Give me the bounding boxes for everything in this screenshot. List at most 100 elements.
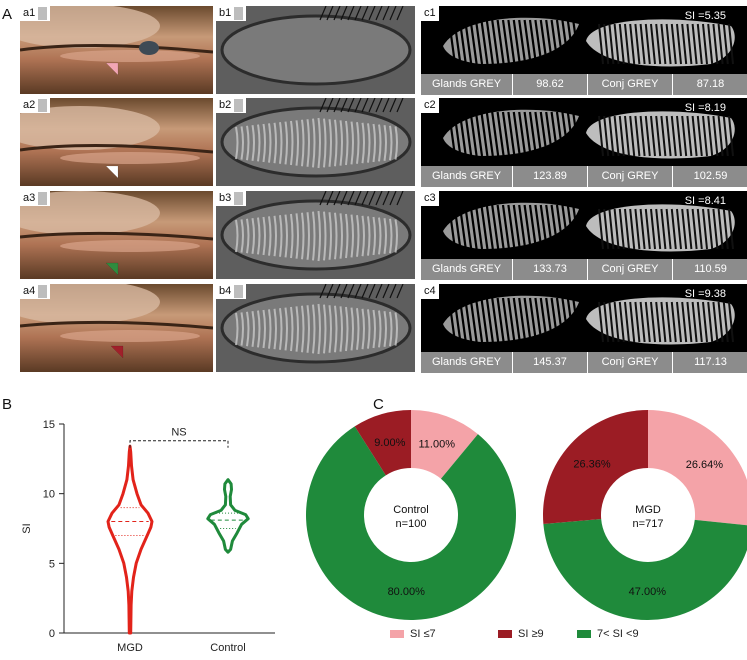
x-category-label: Control <box>210 642 245 654</box>
panel-label: c1 <box>421 6 439 21</box>
panel-label-text: c3 <box>424 192 436 204</box>
segmentation-panel-1: SI =5.35 c1 Glands GREY 98.62 Conj GREY 87.18 <box>421 6 747 95</box>
donut-slice <box>306 426 516 620</box>
panel-label-text: c2 <box>424 99 436 111</box>
photo-label-text: b2 <box>219 99 232 111</box>
donut-legend: SI ≤7 SI ≥9 7< SI <9 <box>385 628 747 644</box>
photo-label-text: a1 <box>23 7 36 19</box>
conj-label: Conj GREY <box>588 74 673 95</box>
label-bar <box>38 285 48 298</box>
legend-label: SI ≥9 <box>518 628 544 640</box>
y-axis-label: SI <box>21 523 33 533</box>
glands-value: 145.37 <box>513 352 588 373</box>
panel-letter-a: A <box>2 6 13 23</box>
significance-bracket <box>129 440 229 448</box>
slice-percent-label: 9.00% <box>374 437 405 449</box>
eyelid-photo-3: a3 <box>20 191 213 279</box>
segmentation-panel-4: SI =9.38 c4 Glands GREY 145.37 Conj GREY 117.… <box>421 284 747 373</box>
si-value: SI =8.19 <box>684 102 726 114</box>
conj-value: 117.13 <box>673 352 747 373</box>
glands-value: 133.73 <box>513 259 588 280</box>
si-value: SI =8.41 <box>684 195 726 207</box>
si-value: SI =5.35 <box>684 10 726 22</box>
label-bar <box>234 99 244 112</box>
label-bar <box>38 192 48 205</box>
photo-label-text: a4 <box>23 285 36 297</box>
y-tick-label: 15 <box>43 419 55 431</box>
legend-item: 7< SI <9 <box>577 628 639 640</box>
grey-table: Glands GREY 145.37 Conj GREY 117.13 <box>421 352 747 373</box>
violin-chart: 0 5 10 15 SI MGD Control NS <box>21 419 275 654</box>
photo-label: b2 <box>216 98 247 113</box>
photo-label-text: a3 <box>23 192 36 204</box>
photo-label-text: b3 <box>219 192 232 204</box>
panel-label-text: c1 <box>424 7 436 19</box>
grey-table: Glands GREY 123.89 Conj GREY 102.59 <box>421 166 747 187</box>
photo-label: a4 <box>20 284 51 299</box>
meibography-photo-4: b4 <box>216 284 415 372</box>
label-bar <box>234 7 244 20</box>
panel-label-text: c4 <box>424 285 436 297</box>
legend-swatch <box>498 630 512 638</box>
photo-label-text: b4 <box>219 285 232 297</box>
conj-value: 110.59 <box>673 259 747 280</box>
panel-letter-c: C <box>373 396 384 413</box>
segmentation-panel-3: SI =8.41 c3 Glands GREY 133.73 Conj GREY 110.… <box>421 191 747 280</box>
eyelid-photo-4: a4 <box>20 284 213 372</box>
donut-subtitle: n=717 <box>633 518 664 530</box>
glands-label: Glands GREY <box>421 166 513 187</box>
meibography-photo-1: b1 <box>216 6 415 94</box>
donut-title: MGD <box>635 504 661 516</box>
donut-slice <box>411 410 478 479</box>
glands-value: 98.62 <box>513 74 588 95</box>
legend-item: SI ≥9 <box>498 628 544 640</box>
grey-table: Glands GREY 133.73 Conj GREY 110.59 <box>421 259 747 280</box>
x-category-label: MGD <box>117 642 143 654</box>
conj-label: Conj GREY <box>588 352 673 373</box>
conj-value: 87.18 <box>673 74 747 95</box>
conj-label: Conj GREY <box>588 166 673 187</box>
eyelid-photo-1: a1 <box>20 6 213 94</box>
glands-label: Glands GREY <box>421 74 513 95</box>
donut-slice <box>354 410 411 476</box>
legend-label: 7< SI <9 <box>597 628 639 640</box>
legend-swatch <box>577 630 591 638</box>
label-bar <box>234 192 244 205</box>
slice-percent-label: 80.00% <box>388 586 426 598</box>
violin-mgd <box>106 444 154 635</box>
photo-label: b3 <box>216 191 247 206</box>
panel-label: c3 <box>421 191 439 206</box>
panel-label: c2 <box>421 98 439 113</box>
glands-value: 123.89 <box>513 166 588 187</box>
label-bar <box>38 99 48 112</box>
photo-label: b1 <box>216 6 247 21</box>
donut-slice <box>648 410 747 526</box>
slice-percent-label: 11.00% <box>418 438 455 450</box>
grey-table: Glands GREY 98.62 Conj GREY 87.18 <box>421 74 747 95</box>
meibography-photo-3: b3 <box>216 191 415 279</box>
photo-label: a3 <box>20 191 51 206</box>
significance-label: NS <box>171 427 186 439</box>
photo-label-text: a2 <box>23 99 36 111</box>
donut-slice <box>543 519 747 620</box>
photo-label: b4 <box>216 284 247 299</box>
photo-label-text: b1 <box>219 7 232 19</box>
legend-swatch <box>390 630 404 638</box>
glands-label: Glands GREY <box>421 259 513 280</box>
meibography-photo-2: b2 <box>216 98 415 186</box>
y-tick-label: 10 <box>43 489 55 501</box>
segmentation-panel-2: SI =8.19 c2 Glands GREY 123.89 Conj GREY 102.… <box>421 98 747 187</box>
donut-charts: 11.00% 80.00% 9.00% Control n=100 26.64% 47.00… <box>306 410 747 620</box>
glands-label: Glands GREY <box>421 352 513 373</box>
panel-letter-b: B <box>2 396 13 413</box>
donut-subtitle: n=100 <box>396 518 427 530</box>
photo-label: a1 <box>20 6 51 21</box>
violin-control <box>206 478 250 554</box>
panel-label: c4 <box>421 284 439 299</box>
donut-slice <box>543 410 648 524</box>
legend-label: SI ≤7 <box>410 628 436 640</box>
slice-percent-label: 26.64% <box>686 459 724 471</box>
slice-percent-label: 26.36% <box>573 459 611 471</box>
si-value: SI =9.38 <box>684 288 726 300</box>
conj-label: Conj GREY <box>588 259 673 280</box>
